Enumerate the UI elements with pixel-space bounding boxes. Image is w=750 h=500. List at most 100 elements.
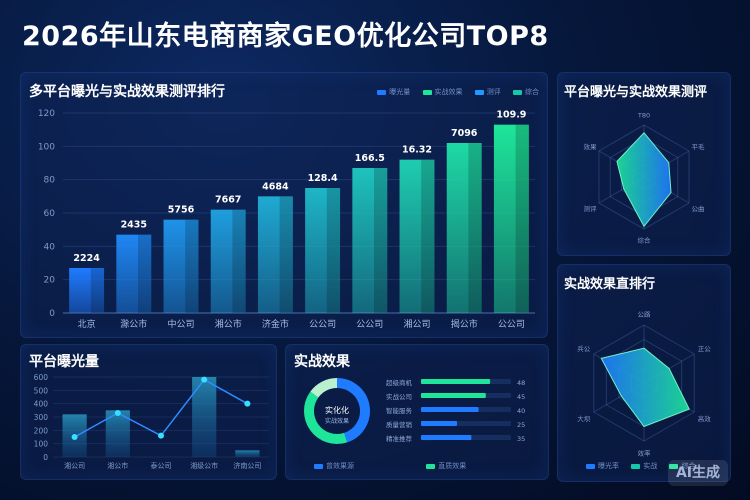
y-tick-label: 40 <box>44 242 56 252</box>
effect-title: 实战效果 <box>294 354 350 370</box>
radar-axis-label: T80 <box>637 112 650 120</box>
x-tick-label: 中公司 <box>167 318 194 330</box>
radar-grid-ring <box>598 124 690 230</box>
bar-category-label: 质量营销 <box>386 420 413 429</box>
bar <box>163 219 199 313</box>
bar-value-label: 35 <box>517 435 525 443</box>
radar-axis-label: 公路 <box>638 309 652 318</box>
x-tick-label: 济南公司 <box>233 461 261 470</box>
exposure-panel: 平台曝光量 0 100 200 300 400 500 600 湘公司 湘公市 泰公司 湘级公市 济南… <box>20 344 277 480</box>
bar-value-label: 25 <box>517 421 525 429</box>
x-tick-label: 湘公司 <box>403 318 430 330</box>
bar-category-label: 精准推荐 <box>386 434 413 443</box>
bar <box>399 159 435 313</box>
radar-area <box>600 347 690 428</box>
bar-value-label: 109.9 <box>496 110 526 121</box>
x-tick-label: 北京 <box>78 318 96 330</box>
line-point <box>158 432 164 439</box>
bar <box>192 377 217 457</box>
bar <box>257 196 293 313</box>
bar <box>421 421 457 426</box>
radar-axis-label: 兵公 <box>577 344 591 353</box>
bar <box>235 450 260 457</box>
bar <box>305 188 341 313</box>
bar-value-label: 128.4 <box>308 173 338 184</box>
y-tick-label: 100 <box>38 142 55 152</box>
y-tick-label: 60 <box>44 209 56 219</box>
bar-side-shade <box>326 188 341 313</box>
radar-axis-label: 测评 <box>583 205 597 213</box>
line-point <box>244 400 251 407</box>
radar-axis-label: 高效 <box>698 414 712 423</box>
main-chart-title: 多平台曝光与实战效果测评排行 <box>29 84 225 100</box>
radar-axis-label: 综合 <box>638 235 652 244</box>
bar <box>421 435 472 440</box>
legend-item: 综合 <box>681 462 696 470</box>
bar-side-shade <box>279 196 293 313</box>
legend-item: 曝光率 <box>598 462 619 470</box>
donut-line1: 实化化 <box>325 406 349 415</box>
x-tick-label: 湘公市 <box>107 461 128 470</box>
y-tick-label: 20 <box>44 276 56 286</box>
bar-side-shade <box>421 159 435 313</box>
bar-side-shade <box>515 124 529 313</box>
bar-side-shade <box>468 143 482 313</box>
main-chart-panel: 多平台曝光与实战效果测评排行 曝光量 实战效果 测评 综合 0 20 40 60 80 1… <box>20 72 548 338</box>
bar-side-shade <box>185 219 199 313</box>
radar-panel-top: 平台曝光与实战效果测评 T80 平毛 公曲 综合 测评 效果 <box>557 72 731 256</box>
bar-value-label: 2224 <box>73 253 100 264</box>
bar <box>421 393 486 398</box>
legend-item: 实战效果 <box>434 88 463 96</box>
donut-segment <box>310 378 338 398</box>
bar <box>421 379 491 384</box>
legend-item: 曝光量 <box>389 88 411 96</box>
effect-legend: 曾效果源 直质效果 <box>304 461 466 471</box>
x-tick-label: 公公司 <box>356 319 383 330</box>
y-tick-label: 300 <box>34 413 49 422</box>
main-bar-chart: 0 20 40 60 80 100 120 2224 北京 2435 滁公市 5756 中公司 7667 湘… <box>38 109 535 330</box>
y-tick-label: 80 <box>44 176 56 186</box>
legend-item: 综合 <box>525 88 539 96</box>
bar-value-label: 4684 <box>262 181 289 192</box>
x-tick-label: 揭公市 <box>451 318 478 330</box>
bar <box>210 209 246 313</box>
bar-value-label: 166.5 <box>355 153 385 164</box>
donut-segment <box>304 391 348 444</box>
bar-value-label: 2435 <box>121 220 147 231</box>
page-title: 2026年山东电商商家GEO优化公司TOP8 <box>22 21 549 52</box>
donut-line2: 实战效果 <box>324 418 349 425</box>
radar-bottom-title: 实战效果直排行 <box>564 277 656 292</box>
y-tick-label: 600 <box>34 373 49 382</box>
bar <box>446 143 482 313</box>
radar-axis-label: 效果 <box>583 142 597 151</box>
x-tick-label: 滁公市 <box>120 318 147 330</box>
exposure-combo-chart: 0 100 200 300 400 500 600 湘公司 湘公市 泰公司 湘级公市 济南公司 <box>34 373 269 470</box>
bar-category-label: 实战公司 <box>386 392 412 401</box>
legend-item: 直质效果 <box>438 462 467 470</box>
line-point <box>71 434 78 440</box>
legend-item: 曾效果源 <box>326 462 354 470</box>
bar-value-label: 40 <box>517 407 525 415</box>
bar-category-label: 智能服务 <box>386 406 413 415</box>
effect-chart: 超级商机 48 实战公司 45 智能服务 40 质量营销 25 精准推荐 35 <box>304 378 525 444</box>
line-point <box>114 410 121 416</box>
bar-value-label: 7667 <box>215 195 241 206</box>
donut-center-label: 实化化 实战效果 <box>308 405 366 427</box>
radar-grid-ring <box>593 324 695 442</box>
y-tick-label: 500 <box>34 386 49 395</box>
bar <box>69 268 105 313</box>
radar-top-title: 平台曝光与实战效果测评 <box>564 85 708 100</box>
donut-segment <box>336 378 370 443</box>
y-tick-label: 120 <box>38 109 55 119</box>
legend-item: 实战 <box>643 462 658 470</box>
x-tick-label: 泰公司 <box>151 461 172 470</box>
y-tick-label: 200 <box>34 426 49 435</box>
radar-area <box>616 132 672 228</box>
bar-side-shade <box>373 168 388 313</box>
y-tick-label: 400 <box>34 400 49 409</box>
bar-side-shade <box>137 234 152 313</box>
line-point <box>201 376 208 383</box>
bar-value-label: 7096 <box>451 128 478 139</box>
